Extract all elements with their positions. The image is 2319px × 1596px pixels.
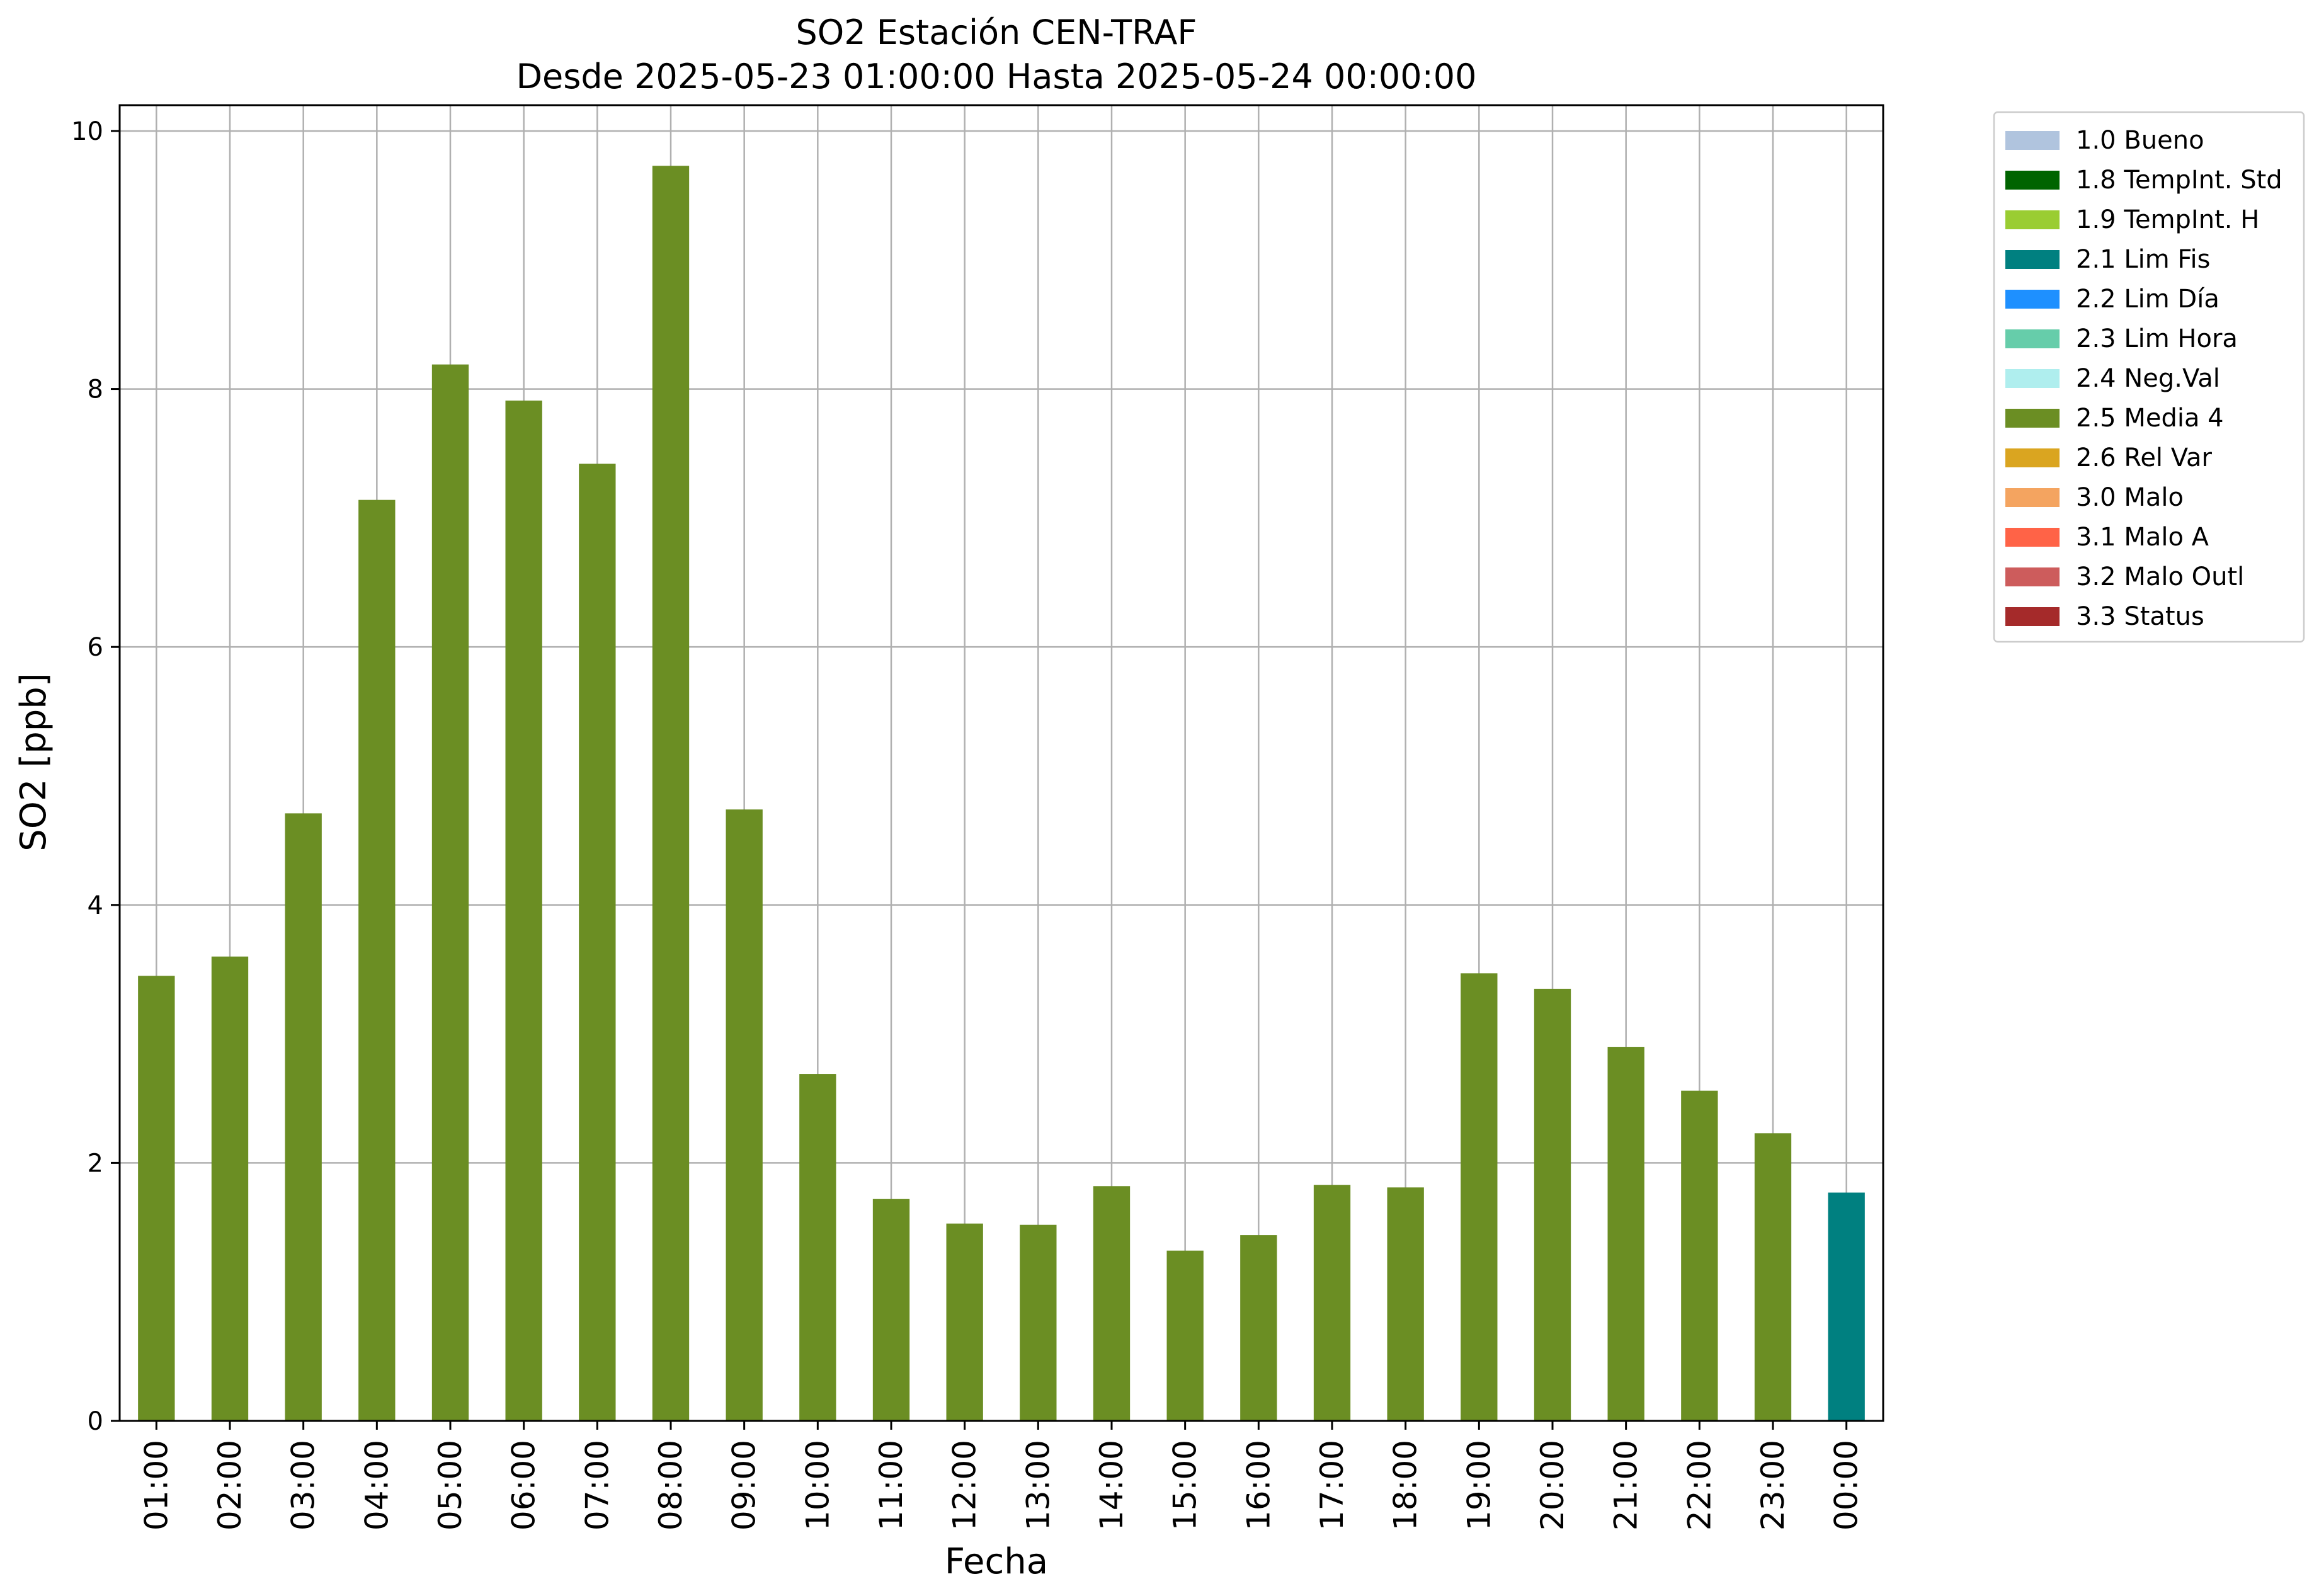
legend-label-2.6: 2.6 Rel Var	[2076, 443, 2213, 472]
bar-07:00	[579, 464, 616, 1421]
chart-title: SO2 Estación CEN-TRAF	[795, 13, 1197, 52]
legend-swatch-2.2	[2005, 290, 2060, 309]
bar-03:00	[285, 813, 322, 1421]
legend-label-2.1: 2.1 Lim Fis	[2076, 245, 2210, 274]
legend-swatch-2.1	[2005, 250, 2060, 269]
x-tick-label: 07:00	[579, 1440, 615, 1530]
legend-label-1.8: 1.8 TempInt. Std	[2076, 166, 2282, 195]
x-tick-label: 16:00	[1240, 1440, 1277, 1530]
x-tick-label: 11:00	[873, 1440, 909, 1530]
x-axis-label: Fecha	[945, 1541, 1048, 1582]
x-tick-label: 04:00	[358, 1440, 395, 1530]
legend: 1.0 Bueno 1.8 TempInt. Std 1.9 TempInt. H 2…	[1993, 111, 2305, 643]
y-tick-label: 8	[88, 375, 103, 404]
legend-swatch-1.0	[2005, 131, 2060, 150]
y-axis-label: SO2 [ppb]	[13, 673, 54, 851]
legend-label-1.0: 1.0 Bueno	[2076, 126, 2204, 155]
y-tick-label: 4	[88, 891, 103, 920]
bar-15:00	[1166, 1250, 1204, 1421]
bar-13:00	[1020, 1224, 1057, 1421]
legend-label-3.1: 3.1 Malo A	[2076, 523, 2209, 552]
x-tick-label: 00:00	[1828, 1440, 1865, 1530]
x-tick-label: 15:00	[1167, 1440, 1204, 1530]
x-tick-label: 01:00	[138, 1440, 174, 1530]
legend-box	[1993, 111, 2305, 643]
bar-12:00	[946, 1223, 983, 1421]
legend-swatch-3.3	[2005, 607, 2060, 626]
plot-frame	[118, 104, 1884, 1422]
x-tick-label: 18:00	[1387, 1440, 1424, 1530]
bar-23:00	[1754, 1133, 1792, 1421]
y-tick-label: 10	[71, 117, 103, 146]
legend-label-2.2: 2.2 Lim Día	[2076, 285, 2219, 314]
legend-swatch-3.1	[2005, 528, 2060, 547]
legend-swatch-2.6	[2005, 448, 2060, 467]
legend-label-3.2: 3.2 Malo Outl	[2076, 562, 2244, 591]
bar-05:00	[431, 364, 469, 1421]
legend-label-1.9: 1.9 TempInt. H	[2076, 205, 2259, 234]
legend-label-2.3: 2.3 Lim Hora	[2076, 324, 2238, 353]
bar-08:00	[652, 166, 690, 1422]
bar-10:00	[799, 1074, 836, 1421]
x-tick-label: 23:00	[1755, 1440, 1791, 1530]
x-tick-label: 03:00	[285, 1440, 322, 1530]
bar-06:00	[505, 401, 542, 1421]
x-tick-label: 08:00	[652, 1440, 689, 1530]
legend-swatch-3.2	[2005, 567, 2060, 586]
x-tick-label: 22:00	[1681, 1440, 1718, 1530]
bar-22:00	[1681, 1090, 1718, 1421]
bar-01:00	[138, 976, 175, 1421]
legend-swatch-2.4	[2005, 369, 2060, 388]
y-axis-ticks: 0 2 4 6 8 10	[71, 117, 120, 1436]
bar-18:00	[1387, 1187, 1424, 1421]
bar-09:00	[726, 809, 763, 1421]
y-tick-label: 0	[88, 1407, 103, 1436]
x-axis-ticks: 01:00 02:00 03:00 04:00 05:00 06:00 07:00 08:00…	[138, 1421, 1865, 1530]
x-tick-label: 17:00	[1314, 1440, 1350, 1530]
legend-swatch-3.0	[2005, 488, 2060, 507]
bar-04:00	[358, 499, 396, 1422]
x-tick-label: 05:00	[432, 1440, 469, 1530]
legend-label-3.0: 3.0 Malo	[2076, 483, 2184, 512]
legend-label-3.3: 3.3 Status	[2076, 602, 2204, 631]
x-tick-label: 13:00	[1020, 1440, 1056, 1530]
legend-swatch-2.5	[2005, 409, 2060, 428]
bar-11:00	[872, 1199, 910, 1421]
bar-17:00	[1313, 1185, 1351, 1421]
chart-subtitle: Desde 2025-05-23 01:00:00 Hasta 2025-05-…	[516, 57, 1476, 96]
bar-00:00	[1828, 1192, 1865, 1421]
x-tick-label: 12:00	[947, 1440, 983, 1530]
bar-20:00	[1534, 988, 1571, 1421]
y-tick-label: 2	[88, 1149, 103, 1178]
bar-02:00	[211, 956, 249, 1421]
x-tick-label: 09:00	[726, 1440, 763, 1530]
x-tick-label: 06:00	[506, 1440, 542, 1530]
x-tick-label: 19:00	[1461, 1440, 1497, 1530]
bar-19:00	[1461, 973, 1498, 1421]
x-tick-label: 02:00	[212, 1440, 248, 1530]
legend-swatch-2.3	[2005, 329, 2060, 348]
bar-21:00	[1607, 1047, 1644, 1421]
legend-label-2.4: 2.4 Neg.Val	[2076, 364, 2220, 393]
bars	[138, 166, 1865, 1422]
y-tick-label: 6	[88, 633, 103, 662]
bar-14:00	[1093, 1186, 1131, 1421]
x-tick-label: 14:00	[1093, 1440, 1130, 1530]
bar-16:00	[1240, 1235, 1277, 1421]
legend-label-2.5: 2.5 Media 4	[2076, 404, 2224, 433]
x-tick-label: 20:00	[1534, 1440, 1571, 1530]
x-tick-label: 21:00	[1608, 1440, 1644, 1530]
legend-swatch-1.8	[2005, 171, 2060, 190]
legend-swatch-1.9	[2005, 210, 2060, 229]
x-tick-label: 10:00	[799, 1440, 836, 1530]
